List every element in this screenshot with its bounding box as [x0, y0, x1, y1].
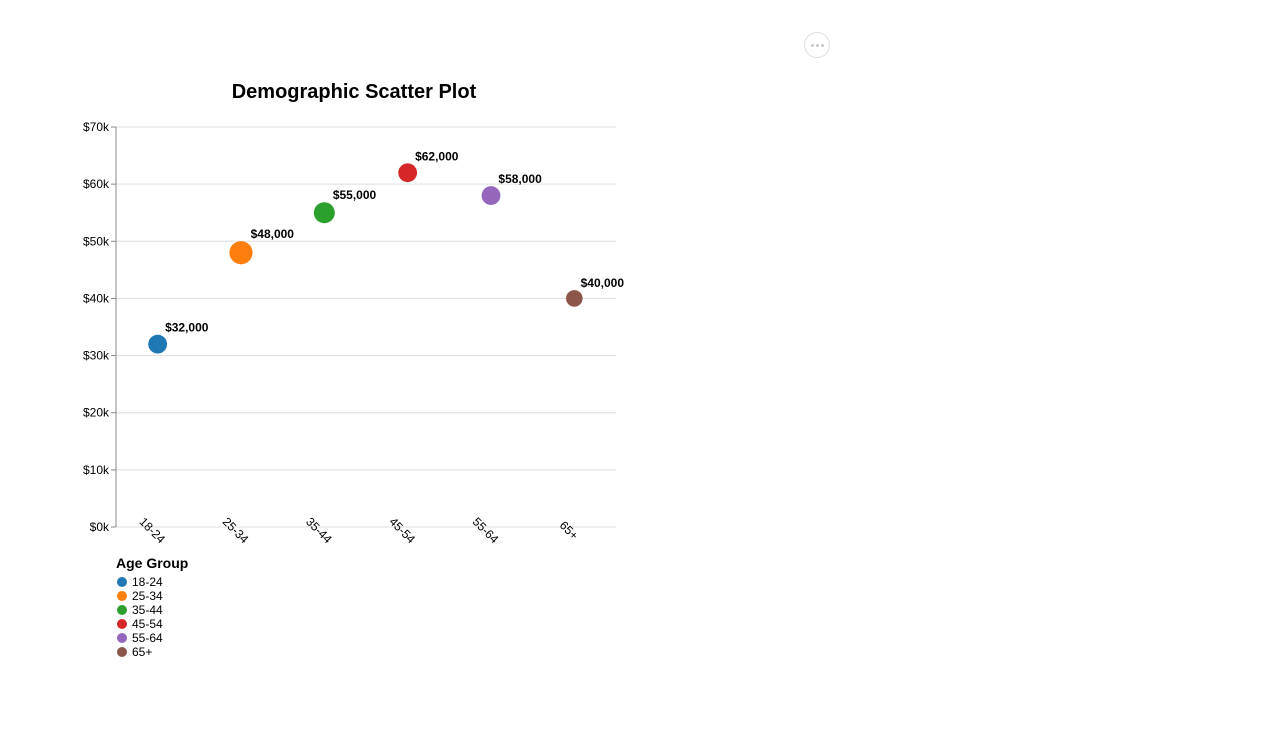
data-label: $55,000 [333, 188, 377, 202]
x-tick-label: 35-44 [303, 515, 335, 547]
y-tick-label: $10k [83, 463, 110, 477]
legend-swatch [117, 605, 127, 615]
y-tick-label: $20k [83, 406, 110, 420]
grid-lines [116, 126, 616, 528]
data-labels: $32,000 $48,000 $55,000 $62,000 $58,000 $40,0… [165, 149, 624, 334]
x-tick-label: 45-54 [386, 515, 418, 547]
chart-title: Demographic Scatter Plot [232, 81, 477, 103]
data-points [148, 163, 583, 354]
y-tick-label: $50k [83, 234, 110, 248]
scatter-point-55-64[interactable] [481, 186, 501, 205]
legend-entry: 55-64 [132, 631, 163, 645]
data-label: $32,000 [165, 321, 209, 335]
scatter-point-35-44[interactable] [313, 202, 335, 224]
data-label: $62,000 [415, 149, 459, 163]
y-tick-label: $40k [83, 291, 110, 305]
legend-swatch [117, 591, 127, 601]
data-label: $40,000 [581, 276, 625, 290]
ellipsis-icon-dot [820, 43, 824, 47]
scatter-point-25-34[interactable] [229, 241, 253, 265]
y-tick-label: $70k [83, 120, 110, 134]
data-label: $48,000 [251, 227, 295, 241]
legend-swatch [117, 647, 127, 657]
ellipsis-icon-dot [815, 43, 819, 47]
actions-menu-button[interactable] [804, 32, 830, 58]
legend-swatch [117, 619, 127, 629]
x-tick-label: 55-64 [470, 515, 502, 547]
legend-entry: 35-44 [132, 603, 163, 617]
legend-title: Age Group [116, 555, 188, 571]
legend-entry: 45-54 [132, 617, 163, 631]
x-tick-label: 25-34 [220, 515, 252, 547]
legend-entry: 18-24 [132, 575, 163, 589]
ellipsis-icon [810, 43, 814, 47]
legend-swatch [117, 577, 127, 587]
x-tick-label: 65+ [557, 518, 581, 542]
legend-swatch [117, 633, 127, 643]
y-tick-label: $30k [83, 349, 110, 363]
data-label: $58,000 [498, 172, 542, 186]
y-tick-label: $0k [90, 520, 110, 534]
y-tick-label: $60k [83, 177, 110, 191]
scatter-point-18-24[interactable] [148, 334, 168, 354]
legend-entry: 65+ [132, 645, 152, 659]
scatter-point-65+[interactable] [566, 290, 583, 307]
x-tick-label: 18-24 [136, 515, 168, 547]
scatter-point-45-54[interactable] [398, 163, 418, 183]
legend-entry: 25-34 [132, 589, 163, 603]
